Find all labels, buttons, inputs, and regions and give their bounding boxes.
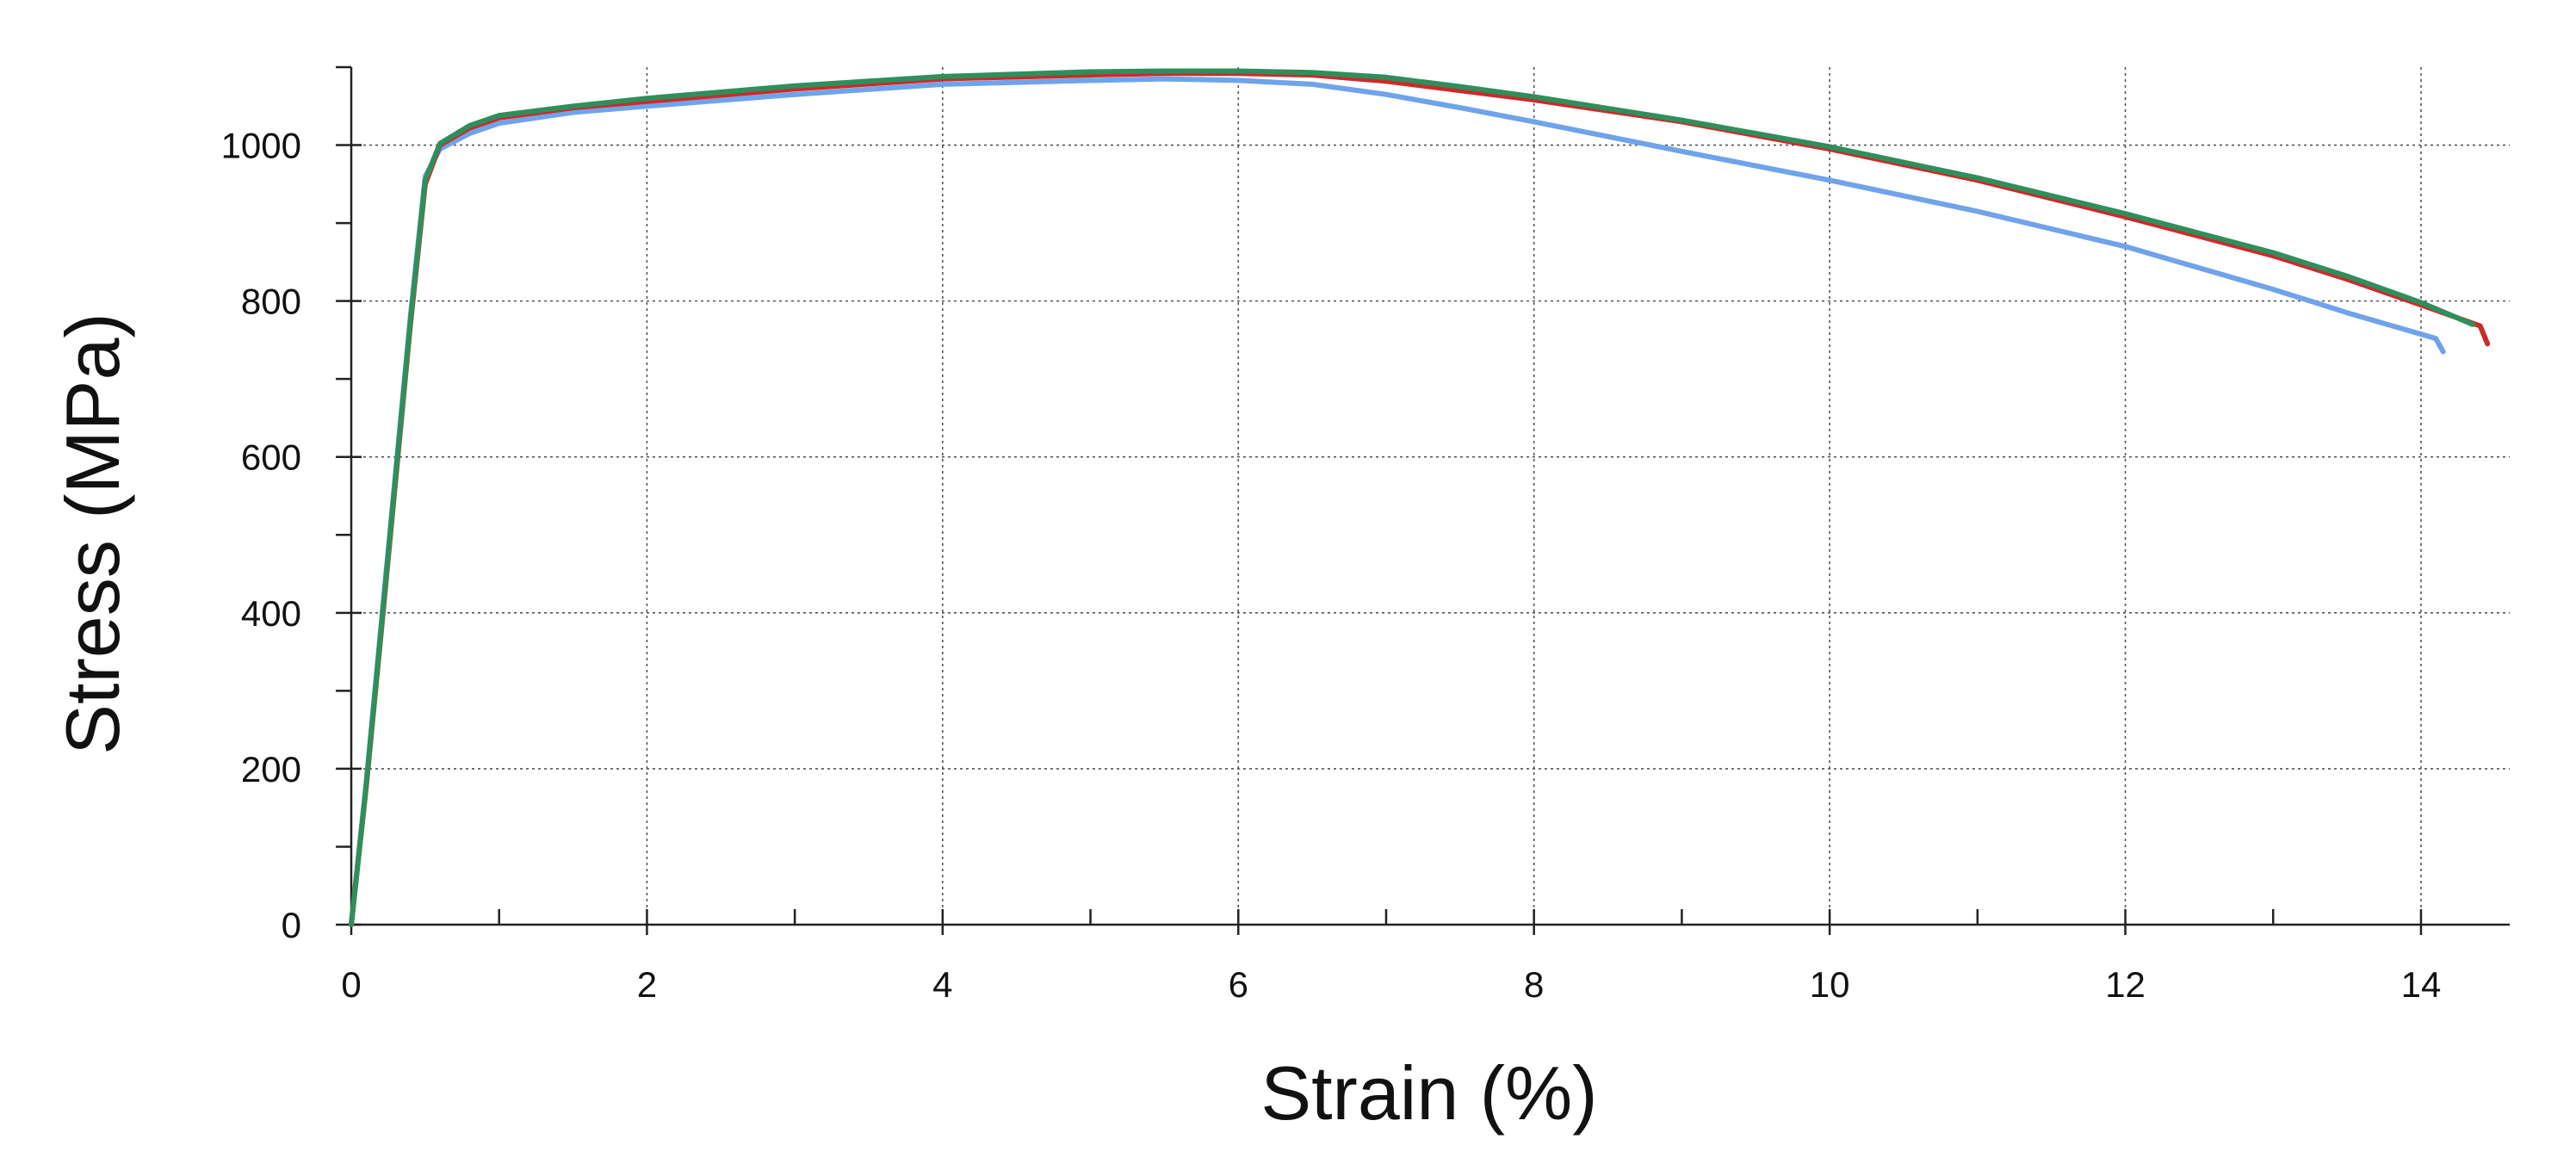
axes	[336, 65, 2510, 935]
y-tick-label: 400	[241, 593, 301, 634]
grid-lines	[351, 67, 2510, 925]
series-line-3	[349, 68, 2476, 927]
x-tick-label: 8	[1524, 964, 1544, 1005]
x-tick-label: 12	[2105, 964, 2146, 1005]
tick-labels: 0 2 4 6 8 10 12 14 0 200 400 600 800 1000	[221, 126, 2442, 1005]
x-tick-label: 10	[1810, 964, 1850, 1005]
x-tick-label: 0	[341, 964, 361, 1005]
series-line-2	[349, 71, 2491, 927]
y-tick-label: 600	[241, 437, 301, 478]
y-tick-label: 0	[282, 905, 301, 945]
x-axis-title: Strain (%)	[1260, 1050, 1597, 1136]
y-tick-label: 200	[241, 749, 301, 789]
y-tick-label: 800	[241, 282, 301, 322]
x-tick-label: 6	[1229, 964, 1248, 1005]
series-line-1	[349, 76, 2446, 927]
data-series	[349, 68, 2491, 927]
y-tick-label: 1000	[221, 126, 301, 166]
x-tick-label: 2	[637, 964, 657, 1005]
x-tick-label: 14	[2401, 964, 2442, 1005]
x-tick-label: 4	[932, 964, 952, 1005]
y-axis-title: Stress (MPa)	[50, 313, 135, 754]
